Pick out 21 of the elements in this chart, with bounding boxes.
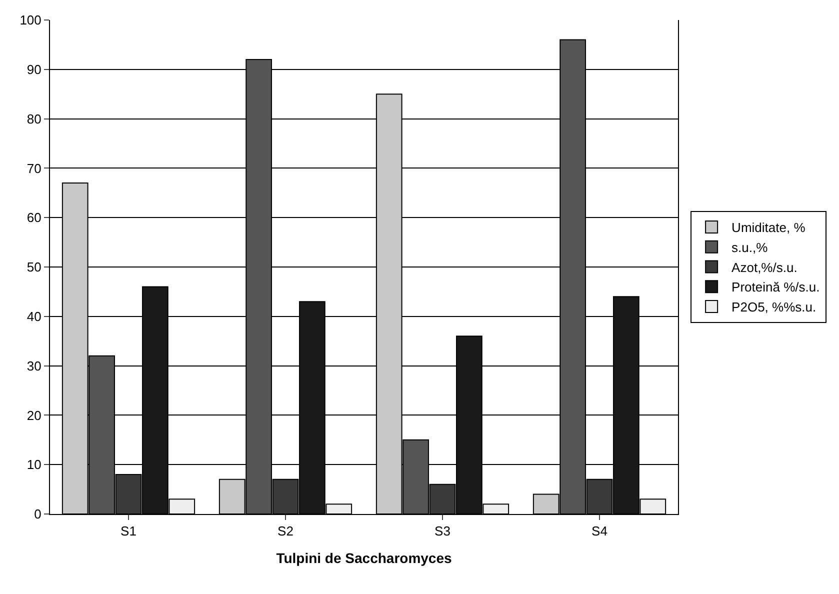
x-tick-label: S3 xyxy=(434,524,450,539)
y-tick-label: 90 xyxy=(26,62,42,77)
y-tick-label: 0 xyxy=(34,506,42,522)
legend-label: Azot,%/s.u. xyxy=(732,260,798,275)
legend-label: s.u.,% xyxy=(732,240,768,255)
x-tick-label: S1 xyxy=(120,524,136,539)
legend-label: Proteină %/s.u. xyxy=(732,280,820,295)
legend-label: P2O5, %%s.u. xyxy=(732,300,816,315)
y-tick-label: 20 xyxy=(26,408,42,423)
y-tick-label: 40 xyxy=(26,308,42,324)
y-tick-label: 50 xyxy=(26,260,42,275)
y-tick-label: 30 xyxy=(26,358,42,374)
x-tick-label: S4 xyxy=(592,524,608,539)
legend-label: Umiditate, % xyxy=(732,220,806,236)
y-tick-label: 80 xyxy=(26,111,42,126)
y-tick-label: 100 xyxy=(20,12,42,28)
x-tick-label: S2 xyxy=(278,524,294,539)
y-tick-label: 60 xyxy=(26,210,42,226)
y-tick-label: 70 xyxy=(26,160,42,176)
x-axis-title: Tulpini de Saccharomyces xyxy=(276,550,452,566)
y-tick-label: 10 xyxy=(26,457,42,472)
